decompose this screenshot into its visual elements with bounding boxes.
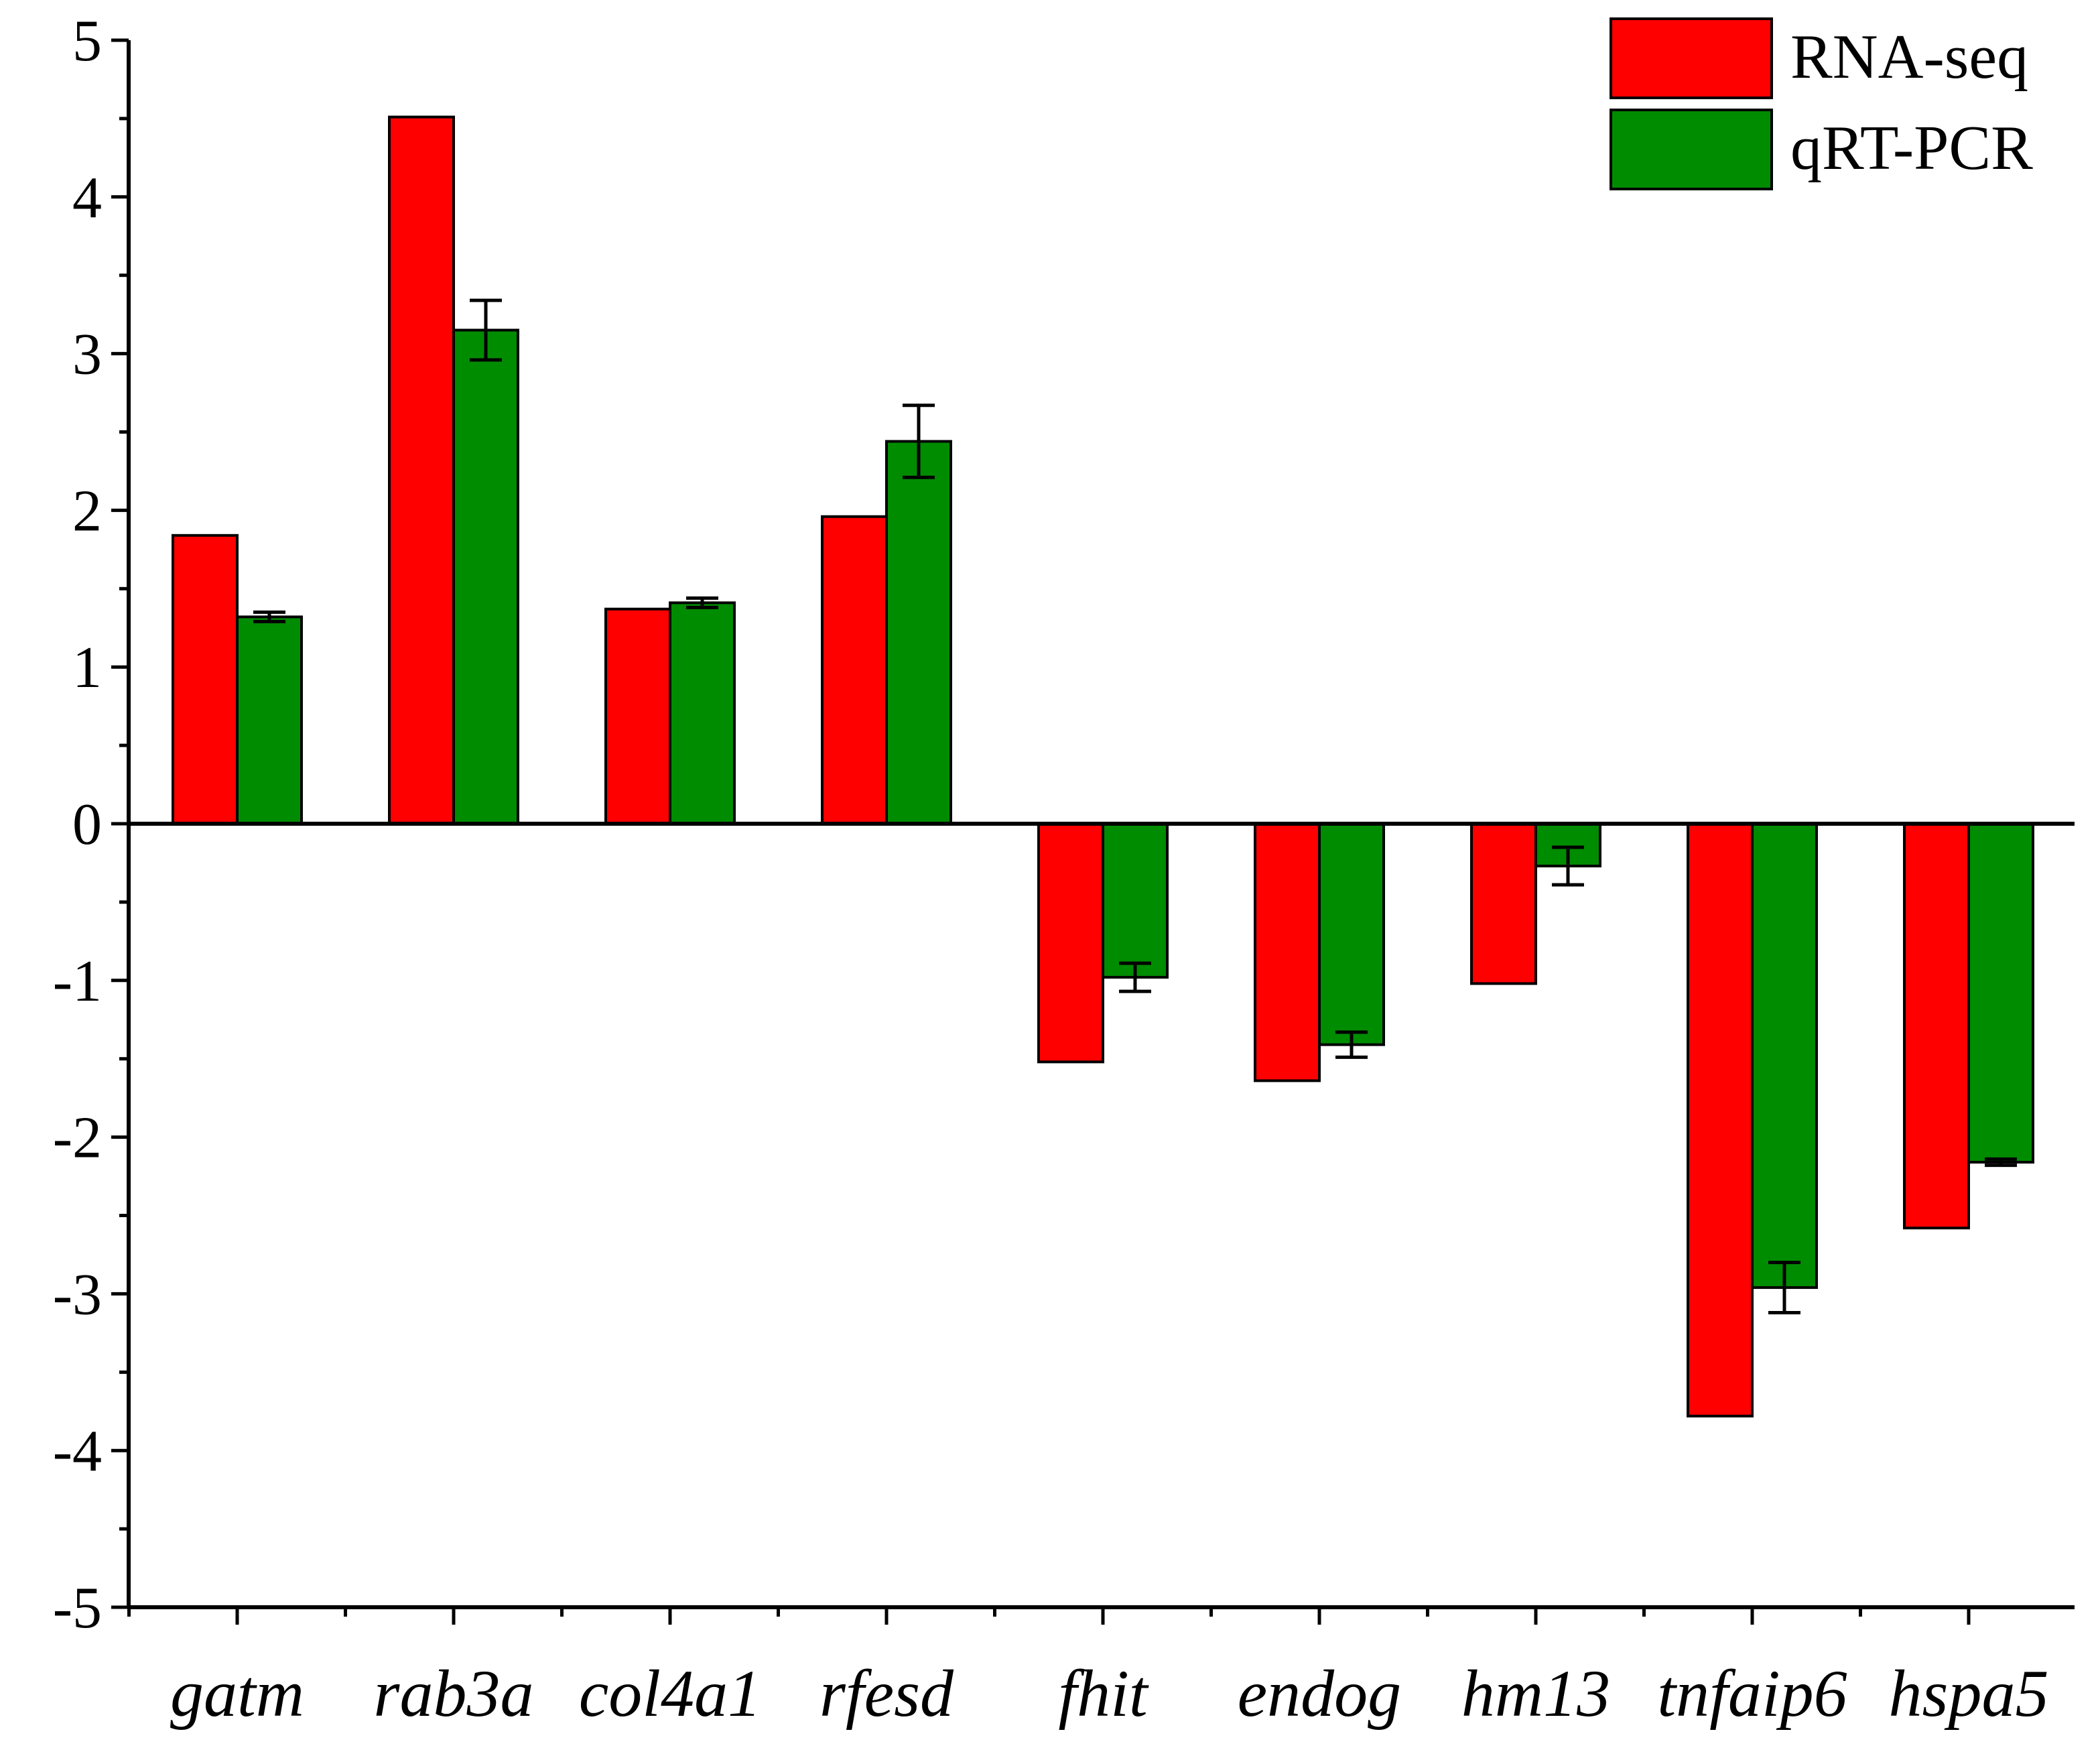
bar-rna-seq-gatm xyxy=(172,534,239,825)
bar-qrt-pcr-hspa5 xyxy=(1967,822,2034,1164)
legend-label: qRT-PCR xyxy=(1790,113,2033,183)
bar-qrt-pcr-rfesd xyxy=(885,440,952,825)
legend-swatch-qrt-pcr xyxy=(1610,109,1773,190)
bar-rna-seq-hm13 xyxy=(1470,822,1537,985)
y-tick-label: -4 xyxy=(53,1419,102,1484)
y-tick-label: 4 xyxy=(72,166,102,231)
x-category-label: hm13 xyxy=(1461,1656,1610,1731)
bar-qrt-pcr-rab3a xyxy=(452,328,519,825)
bar-rna-seq-hspa5 xyxy=(1903,822,1970,1230)
y-tick-label: -2 xyxy=(53,1106,102,1171)
error-bar-endog xyxy=(1335,1030,1368,1059)
x-category-label: rab3a xyxy=(374,1656,534,1731)
x-category-label: col4a1 xyxy=(579,1656,761,1731)
bar-rna-seq-endog xyxy=(1254,822,1321,1082)
x-category-labels: gatm rab3a col4a1 rfesd fhit endog hm13 tnfaip6… xyxy=(170,1656,2048,1731)
y-tick-label: 5 xyxy=(72,9,102,74)
y-tick-label: 3 xyxy=(72,322,102,387)
y-tick-label: -1 xyxy=(53,949,102,1014)
error-bar-rab3a xyxy=(470,298,502,362)
x-category-label: endog xyxy=(1238,1656,1401,1731)
bar-rna-seq-tnfaip6 xyxy=(1687,822,1754,1418)
bar-rna-seq-rab3a xyxy=(388,115,455,825)
error-bar-fhit xyxy=(1119,961,1151,993)
x-axis-ticks xyxy=(127,1607,1971,1625)
y-tick-label: -3 xyxy=(53,1262,102,1327)
bar-rna-seq-fhit xyxy=(1037,822,1104,1064)
y-tick-labels: -5 -4 -3 -2 -1 0 1 2 3 4 5 xyxy=(53,9,102,1641)
bar-rna-seq-rfesd xyxy=(821,515,888,825)
bar-qrt-pcr-fhit xyxy=(1102,822,1169,979)
y-axis-ticks xyxy=(111,38,129,1609)
x-category-label: tnfaip6 xyxy=(1657,1656,1847,1731)
y-tick-label: 2 xyxy=(72,479,102,544)
error-bar-rfesd xyxy=(903,403,935,479)
legend-label: RNA-seq xyxy=(1790,22,2028,92)
y-tick-label: 1 xyxy=(72,635,102,700)
error-bar-gatm xyxy=(253,610,285,623)
legend-swatch-rna-seq xyxy=(1610,17,1773,99)
error-bar-col4a1 xyxy=(686,596,718,609)
error-bar-tnfaip6 xyxy=(1768,1261,1800,1314)
error-bar-hspa5 xyxy=(1985,1157,2017,1168)
x-category-label: gatm xyxy=(170,1656,304,1731)
y-tick-label: 0 xyxy=(72,792,102,857)
bar-qrt-pcr-endog xyxy=(1318,822,1385,1046)
error-bar-hm13 xyxy=(1552,845,1584,887)
error-bars xyxy=(253,298,2017,1314)
bar-qrt-pcr-gatm xyxy=(236,615,303,825)
x-category-label: fhit xyxy=(1058,1656,1149,1731)
legend: RNA-seq qRT-PCR xyxy=(1610,17,2033,190)
bars xyxy=(172,115,2034,1418)
bar-qrt-pcr-col4a1 xyxy=(669,601,736,825)
bar-qrt-pcr-tnfaip6 xyxy=(1751,822,1818,1290)
bar-rna-seq-col4a1 xyxy=(604,607,671,825)
x-category-label: hspa5 xyxy=(1889,1656,2049,1731)
y-tick-label: -5 xyxy=(53,1576,102,1641)
x-category-label: rfesd xyxy=(819,1656,954,1731)
axes xyxy=(127,40,2075,1609)
